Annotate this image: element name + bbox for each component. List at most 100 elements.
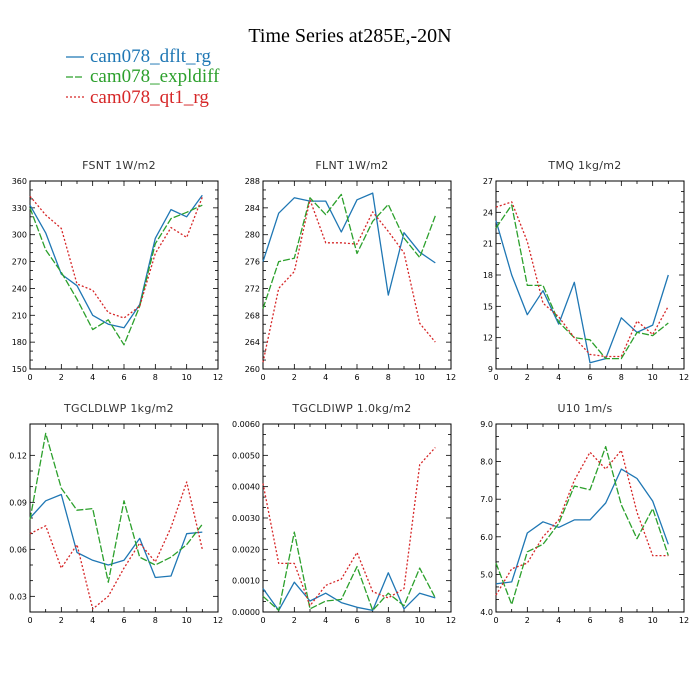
y-tick-label: 264 [245,338,260,347]
y-tick-label: 0.0050 [232,451,260,460]
chart-panels: FSNT 1W/m20 2 4 6 8 10 12150180210240270300330… [9,159,689,625]
series-line-cam078_expldiff [262,531,436,612]
panel-title: TGCLDLWP 1kg/m2 [63,402,174,415]
series-line-cam078_qt1_rg [495,201,669,358]
x-tick-label: 10 [648,373,658,382]
x-tick-label: 6 [587,616,592,625]
x-tick-label: 4 [556,616,561,625]
x-tick-label: 2 [292,373,297,382]
panel-title: TMQ 1kg/m2 [547,159,621,172]
legend-label: cam078_qt1_rg [90,87,209,108]
y-tick-label: 360 [12,177,27,186]
series-line-cam078_dflt_rg [262,572,436,612]
series-line-cam078_qt1_rg [29,195,203,319]
y-tick-label: 18 [483,271,493,280]
x-tick-label: 8 [386,616,391,625]
panel-title: TGCLDIWP 1.0kg/m2 [291,402,411,415]
legend-entry: cam078_dflt_rg [66,46,212,67]
x-tick-label: 6 [587,373,592,382]
y-tick-label: 0.0000 [232,608,260,617]
y-tick-label: 21 [483,240,493,249]
panel-title: FLNT 1W/m2 [315,159,388,172]
y-tick-label: 6.0 [480,533,493,542]
series-line-cam078_expldiff [29,432,203,583]
x-tick-label: 6 [121,616,126,625]
x-tick-label: 8 [619,373,624,382]
y-tick-label: 268 [245,311,260,320]
x-tick-label: 4 [323,616,328,625]
series-line-cam078_expldiff [29,204,203,346]
series-line-cam078_qt1_rg [29,481,203,610]
y-tick-label: 5.0 [480,570,493,579]
plot-frame [29,423,219,613]
y-tick-label: 240 [12,284,27,293]
legend-label: cam078_expldiff [90,66,220,87]
y-tick-label: 272 [245,284,260,293]
x-tick-label: 6 [354,616,359,625]
x-tick-label: 2 [59,616,64,625]
y-tick-label: 0.09 [9,498,27,507]
legend-entry: cam078_expldiff [66,66,220,87]
x-tick-label: 12 [679,616,689,625]
y-tick-label: 0.06 [9,545,27,554]
series-line-cam078_expldiff [495,445,669,606]
x-tick-label: 0 [260,373,265,382]
series-line-cam078_expldiff [495,204,669,360]
x-tick-label: 10 [415,616,425,625]
y-tick-label: 0.0010 [232,577,260,586]
x-tick-label: 0 [493,373,498,382]
y-tick-label: 27 [483,177,493,186]
y-tick-label: 300 [12,231,27,240]
y-tick-label: 210 [12,311,27,320]
y-tick-label: 9 [488,365,493,374]
x-tick-label: 4 [90,616,95,625]
x-tick-label: 8 [386,373,391,382]
x-tick-label: 0 [493,616,498,625]
y-tick-label: 12 [483,334,493,343]
series-line-cam078_qt1_rg [495,449,669,596]
chart-panel: U10 1m/s 0 2 4 6 8 10 12 4.0 5.0 6.0 7.0 8.0 9.0 [480,402,689,625]
x-tick-label: 12 [213,373,223,382]
chart-panel: TGCLDLWP 1kg/m2 0 2 4 6 8 10 12 0.03 0.06 0.09 0.12 [9,402,223,625]
y-tick-label: 330 [12,204,27,213]
chart-panel: TGCLDIWP 1.0kg/m2 0 2 4 6 8 10 12 0.0000 0.0010 0.… [232,402,456,625]
legend-label: cam078_dflt_rg [90,46,212,67]
x-tick-label: 2 [525,373,530,382]
figure-title: Time Series at285E,-20N [248,25,451,47]
y-tick-label: 284 [245,204,260,213]
y-tick-label: 4.0 [480,608,493,617]
series-line-cam078_qt1_rg [262,447,436,607]
x-tick-label: 4 [90,373,95,382]
panel-title: U10 1m/s [557,402,612,415]
y-tick-label: 7.0 [480,495,493,504]
x-tick-label: 2 [525,616,530,625]
y-tick-label: 9.0 [480,420,493,429]
x-tick-label: 12 [213,616,223,625]
y-tick-label: 276 [245,258,260,267]
x-tick-label: 4 [556,373,561,382]
series-line-cam078_dflt_rg [29,194,203,329]
y-tick-label: 0.03 [9,592,27,601]
x-tick-label: 0 [27,373,32,382]
x-tick-label: 10 [182,373,192,382]
x-tick-label: 8 [153,373,158,382]
y-tick-label: 180 [12,338,27,347]
x-tick-label: 2 [292,616,297,625]
y-tick-label: 0.0030 [232,514,260,523]
y-tick-label: 288 [245,177,260,186]
series-line-cam078_dflt_rg [495,220,669,364]
x-tick-label: 10 [648,616,658,625]
series-line-cam078_dflt_rg [29,493,203,579]
x-tick-label: 12 [679,373,689,382]
x-tick-label: 0 [27,616,32,625]
y-tick-label: 0.0020 [232,545,260,554]
x-tick-label: 10 [182,616,192,625]
y-tick-label: 24 [483,208,493,217]
plot-frame [495,423,685,613]
y-tick-label: 150 [12,365,27,374]
y-tick-label: 0.0060 [232,420,260,429]
series-line-cam078_dflt_rg [495,468,669,585]
x-tick-label: 10 [415,373,425,382]
